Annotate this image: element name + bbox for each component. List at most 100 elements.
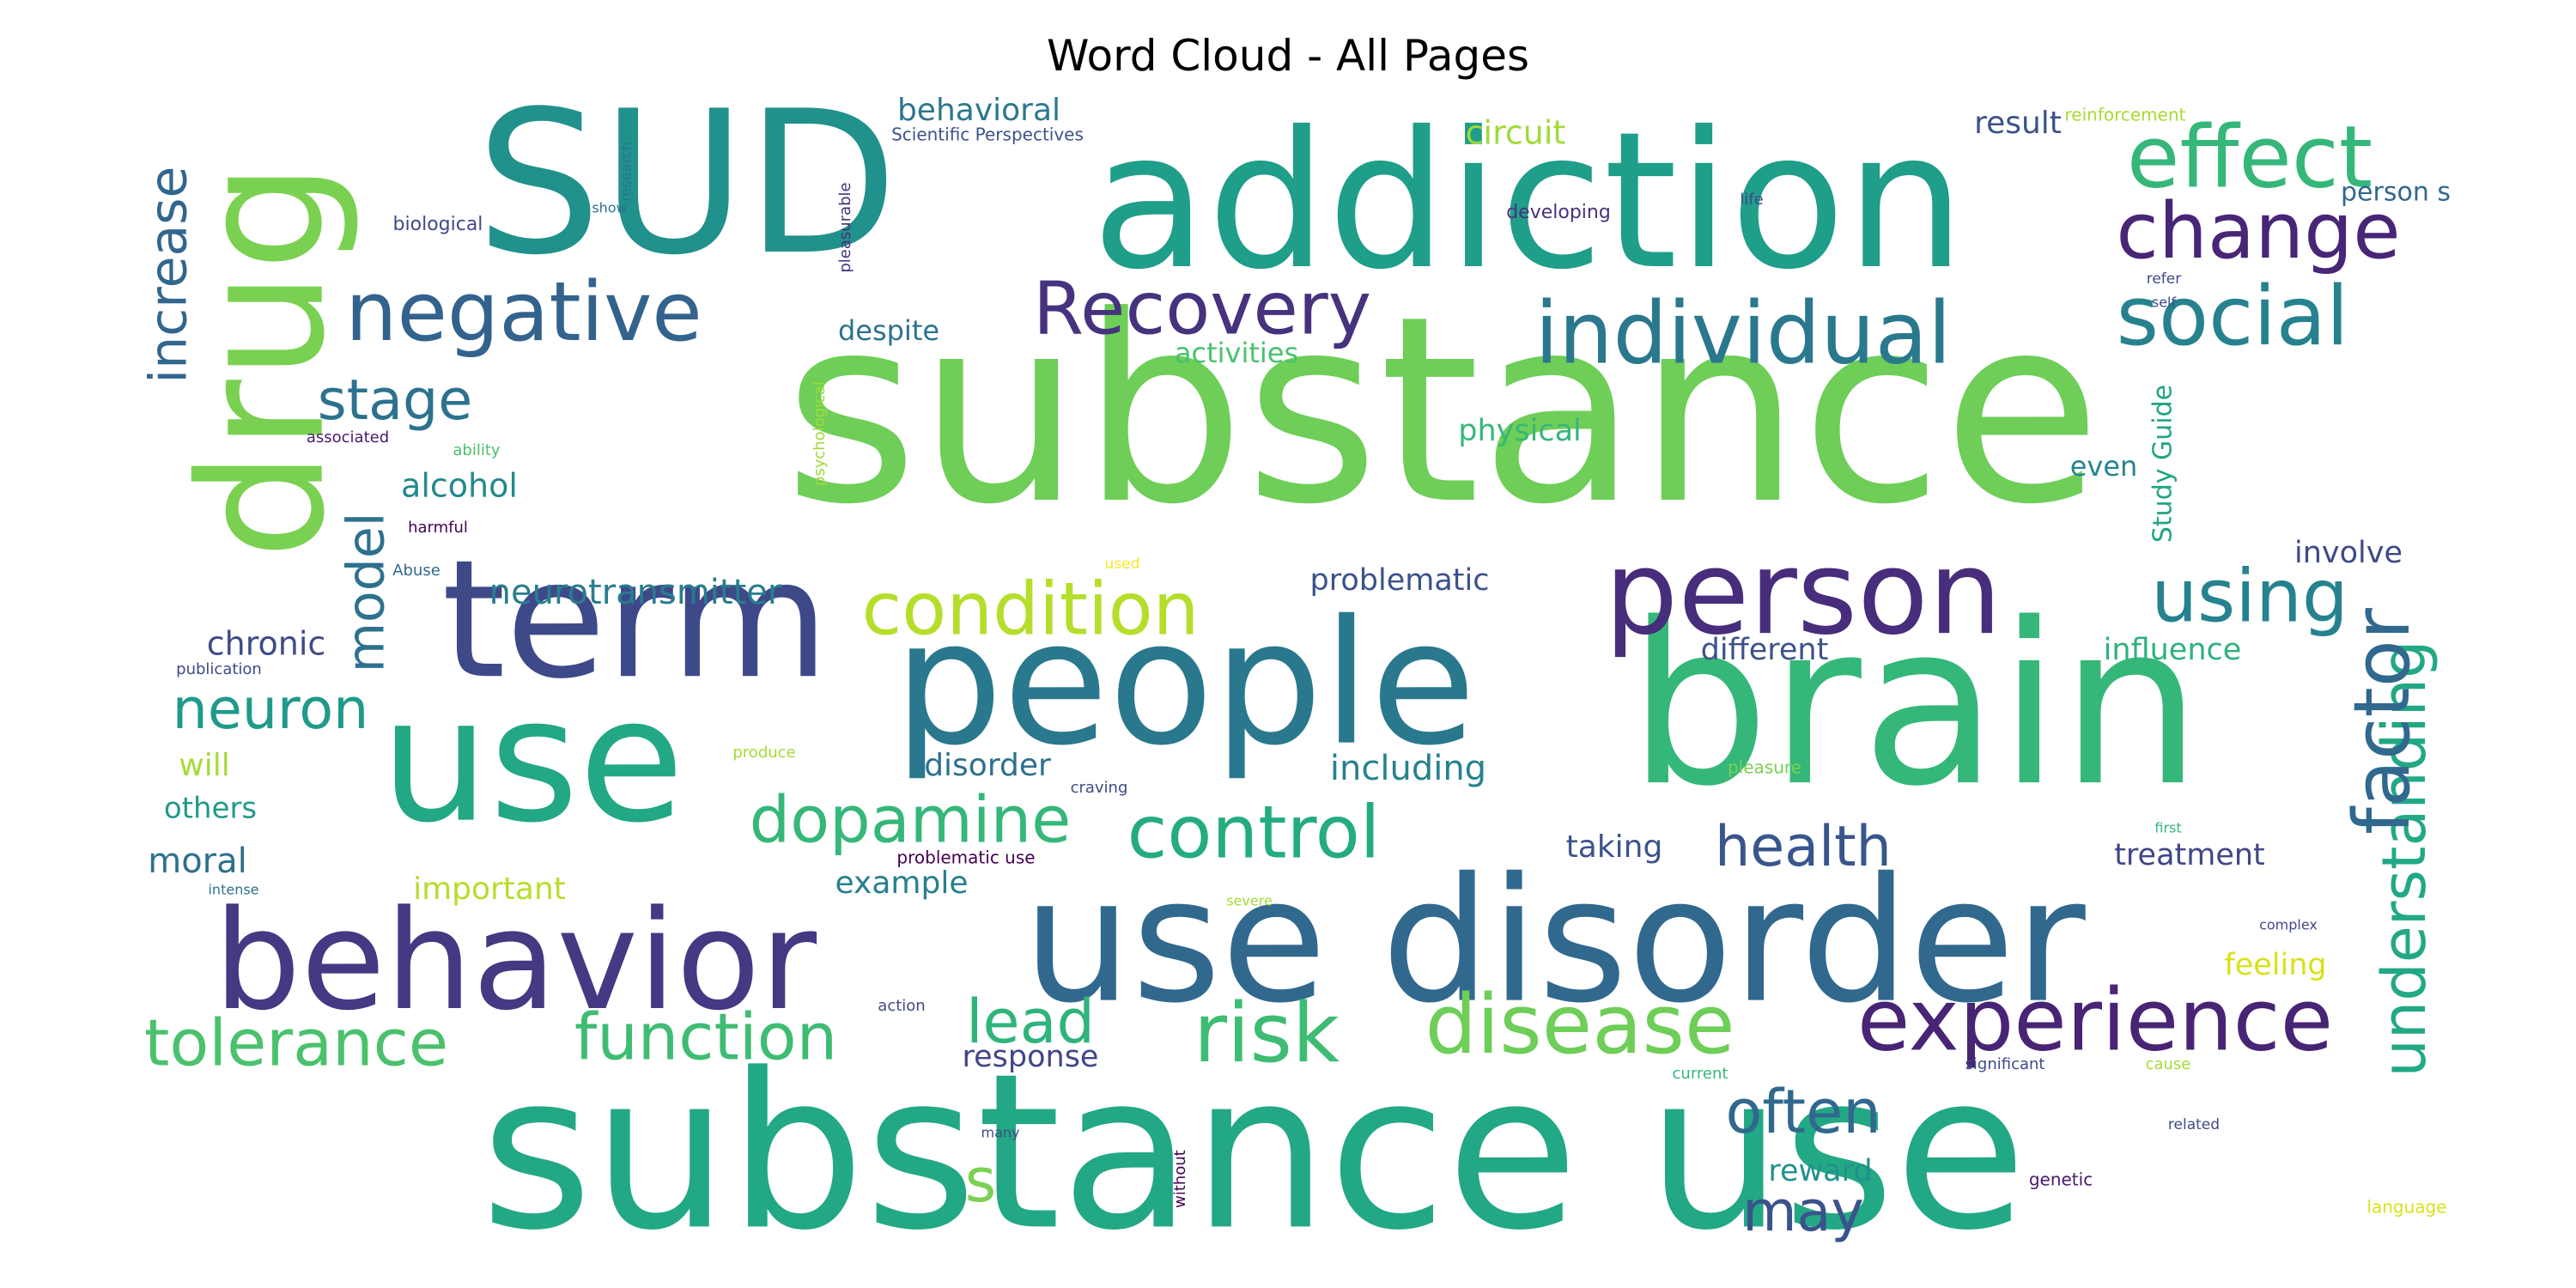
word-brain: brain [1628,576,2202,835]
word-biological: biological [393,214,483,235]
word-scientific-perspectives: Scientific Perspectives [891,125,1084,145]
word-person: person [1605,526,2002,660]
word-substance-use: substance use [481,1027,2027,1277]
word-related: related [2168,1116,2220,1133]
word-use-disorder: use disorder [1023,841,2086,1042]
word-recovery: Recovery [1033,266,1371,351]
word-problematic: problematic [1310,563,1490,598]
word-use: use [380,661,684,861]
word-even: even [2070,450,2138,483]
word-drug: drug [163,162,363,560]
word-model: model [337,513,397,673]
chart-title: Word Cloud - All Pages [1046,31,1530,81]
word-associated: associated [307,428,389,447]
word-severe: severe [1226,893,1273,909]
word-condition: condition [861,567,1199,652]
word-self: self [2152,295,2177,311]
word-factor: factor [2337,608,2427,835]
word-psychological: psychological [811,381,829,486]
word-intense: intense [208,882,258,898]
word-craving: craving [1071,779,1128,797]
word-show: show [592,200,627,216]
word-tolerance: tolerance [144,1005,448,1081]
word-response: response [963,1040,1099,1074]
word-will: will [179,748,229,783]
word-language: language [2366,1197,2446,1218]
word-pleasurable: pleasurable [836,182,854,272]
word-study-guide: Study Guide [2148,385,2178,543]
word-neurotransmitter: neurotransmitter [489,573,782,612]
word-social: social [2117,270,2349,364]
word-chronic: chronic [207,625,326,663]
word-sud: SUD [476,70,897,299]
word-feeling: feeling [2224,948,2326,982]
word-without: without [1171,1150,1189,1208]
word-abuse: Abuse [392,562,440,580]
word-many: many [981,1125,1020,1141]
word-important: important [413,872,566,907]
word-addiction: addiction [1091,91,1965,311]
word-different: different [1701,633,1829,667]
word-disease: disease [1425,978,1735,1072]
word-example: example [835,866,969,901]
word-ability: ability [453,441,501,459]
word-lead: lead [966,987,1095,1057]
word-activities: activities [1175,337,1298,369]
word-individual: individual [1534,283,1951,383]
word-behavioral: behavioral [897,93,1060,128]
word-result: result [1974,106,2062,141]
word-dopamine: dopamine [750,782,1072,858]
word-physical: physical [1458,414,1582,448]
word-research: research [618,142,635,201]
word-produce: produce [732,744,795,762]
word-experience: experience [1857,969,2333,1070]
word-may: may [1742,1180,1864,1244]
word-life: life [1740,191,1763,209]
word-negative: negative [345,265,702,360]
word-action: action [878,997,925,1015]
word-current: current [1673,1065,1728,1083]
word-moral: moral [148,841,247,881]
word-reinforcement: reinforcement [2065,105,2186,125]
word-genetic: genetic [2029,1170,2093,1190]
word-influence: influence [2104,633,2242,667]
word-including: including [1330,749,1486,788]
word-substance: substance [784,261,2101,561]
word-health: health [1715,815,1892,879]
word-circuit: circuit [1466,114,1566,152]
word-term: term [441,525,829,714]
word-alcohol: alcohol [401,467,518,505]
word-first: first [2154,820,2181,836]
word-using: using [2151,554,2348,639]
word-taking: taking [1566,829,1663,865]
word-s: s [965,1145,996,1216]
word-used: used [1105,556,1140,573]
word-complex: complex [2259,917,2318,933]
word-effect: effect [2127,106,2372,207]
word-pleasure: pleasure [1728,757,1801,778]
word-risk: risk [1194,987,1340,1081]
word-problematic-use: problematic use [896,848,1035,868]
word-people: people [894,584,1476,784]
word-harmful: harmful [408,519,468,537]
word-person-s: person s [2341,178,2451,208]
word-function: function [574,999,837,1075]
word-change: change [2116,186,2400,276]
word-significant: significant [1965,1055,2045,1073]
word-despite: despite [838,314,939,347]
word-increase: increase [139,167,199,384]
word-understanding: understanding [2369,641,2439,1078]
word-stage: stage [318,368,472,433]
word-often: often [1725,1077,1880,1147]
word-publication: publication [176,660,262,678]
word-behavior: behavior [214,880,817,1041]
word-refer: refer [2147,270,2182,288]
word-neuron: neuron [173,677,369,742]
word-involve: involve [2294,536,2403,570]
word-developing: developing [1506,202,1611,223]
word-cause: cause [2146,1055,2191,1073]
word-control: control [1127,790,1381,875]
word-others: others [164,792,257,826]
word-reward: reward [1768,1154,1872,1188]
